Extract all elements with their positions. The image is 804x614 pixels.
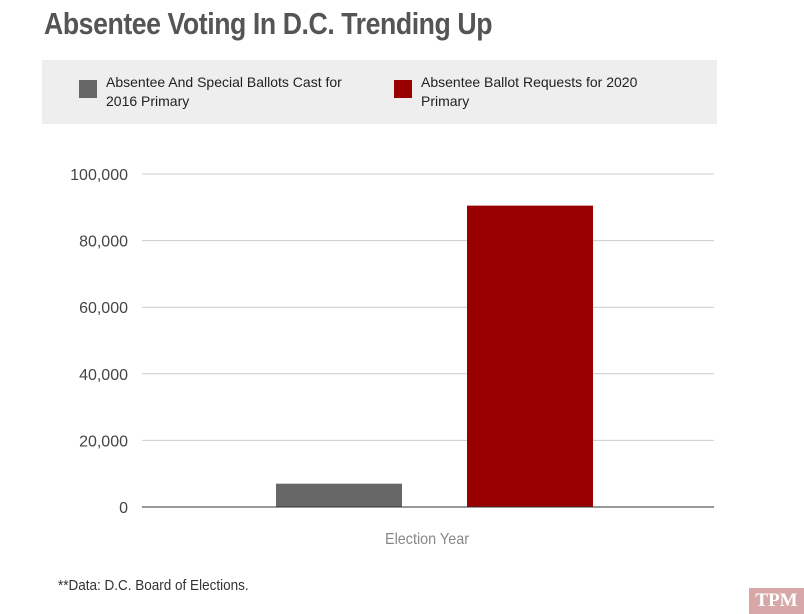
y-tick-label: 20,000 — [79, 433, 128, 450]
legend: Absentee And Special Ballots Cast for 20… — [42, 60, 717, 124]
y-tick-label: 0 — [119, 500, 128, 517]
bars — [276, 205, 593, 507]
y-axis-ticks: 0 20,000 40,000 60,000 80,000 100,000 — [70, 167, 128, 517]
y-tick-label: 40,000 — [79, 367, 128, 384]
bar-2016 — [276, 483, 402, 507]
chart-title: Absentee Voting In D.C. Trending Up — [44, 6, 493, 41]
y-tick-label: 80,000 — [79, 234, 128, 251]
legend-swatch-2016 — [79, 80, 97, 98]
legend-label-2020: Absentee Ballot Requests for 2020 Primar… — [421, 74, 638, 109]
tpm-logo: TPM — [749, 588, 804, 614]
source-note: **Data: D.C. Board of Elections. — [58, 577, 249, 594]
legend-swatch-2020 — [394, 80, 412, 98]
x-axis-label: Election Year — [385, 530, 469, 548]
y-tick-label: 100,000 — [70, 167, 128, 184]
gridlines — [142, 173, 714, 441]
y-tick-label: 60,000 — [79, 300, 128, 317]
legend-label-2016: Absentee And Special Ballots Cast for 20… — [106, 74, 342, 109]
bar-2020 — [467, 205, 593, 507]
